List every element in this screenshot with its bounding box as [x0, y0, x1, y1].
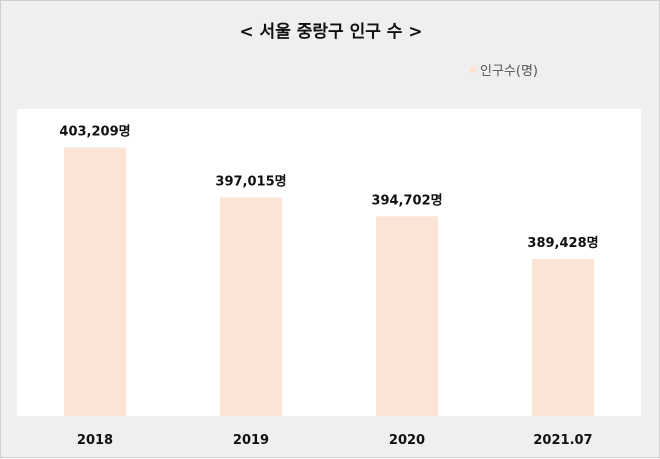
x-tick-label-2021.07: 2021.07: [533, 433, 592, 448]
data-label-2020: 394,702명: [371, 192, 442, 208]
legend-label: 인구수(명): [480, 64, 538, 79]
bar-2021.07: [532, 258, 594, 416]
data-label-2021.07: 389,428명: [527, 235, 598, 251]
legend: 인구수(명): [469, 60, 538, 79]
x-tick-label-2018: 2018: [77, 433, 113, 448]
chart-title: < 서울 중랑구 인구 수 >: [239, 22, 423, 42]
x-tick-label-2020: 2020: [389, 433, 425, 448]
bar-2020: [376, 216, 438, 416]
bar-2018: [64, 147, 126, 417]
data-label-2019: 397,015명: [215, 174, 286, 190]
data-label-2018: 403,209명: [59, 123, 130, 139]
legend-swatch: [469, 66, 476, 73]
bar-2019: [220, 197, 282, 416]
x-tick-label-2019: 2019: [233, 433, 269, 448]
